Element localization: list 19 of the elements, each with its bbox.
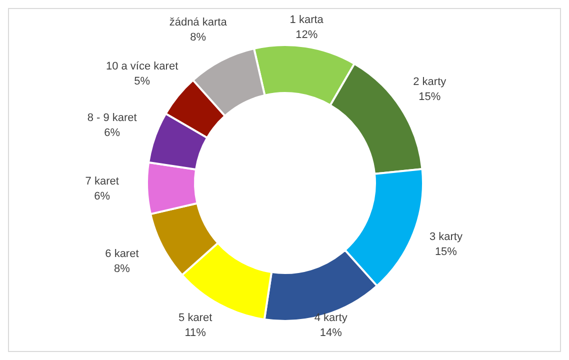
data-label: 6% xyxy=(94,190,110,203)
data-label: 15% xyxy=(418,90,441,103)
data-label: 12% xyxy=(296,29,318,41)
slice-label: 1 karta xyxy=(290,14,324,26)
data-label: 14% xyxy=(320,327,342,339)
slice-label: 2 karty xyxy=(413,76,447,88)
slice-label: 8 - 9 karet xyxy=(87,112,137,124)
data-label: 5% xyxy=(134,75,150,88)
slice-label: 10 a více karet xyxy=(106,60,178,72)
data-label: 8% xyxy=(190,31,206,44)
slice-label: žádná karta xyxy=(169,16,228,28)
slice-label: 3 karty xyxy=(429,231,463,244)
data-label: 11% xyxy=(184,327,206,339)
data-label: 6% xyxy=(104,126,120,139)
slice-label: 7 karet xyxy=(85,176,119,188)
slice-label: 5 karet xyxy=(178,312,212,324)
slice-label: 6 karet xyxy=(105,248,139,260)
data-label: 8% xyxy=(114,263,130,276)
data-label: 15% xyxy=(434,246,458,258)
